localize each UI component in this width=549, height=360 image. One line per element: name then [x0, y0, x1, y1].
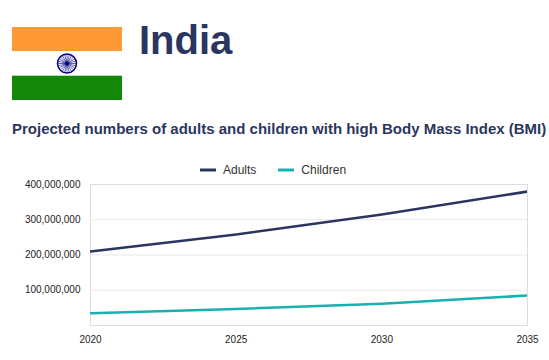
svg-text:400,000,000: 400,000,000 — [25, 179, 81, 190]
svg-text:100,000,000: 100,000,000 — [25, 284, 81, 295]
svg-text:2025: 2025 — [225, 334, 248, 345]
svg-text:2020: 2020 — [79, 334, 102, 345]
svg-text:2035: 2035 — [516, 334, 539, 345]
svg-text:300,000,000: 300,000,000 — [25, 214, 81, 225]
html-text:Projected numbers of adults an: Projected numbers of adults and children… — [12, 120, 547, 137]
svg-text:200,000,000: 200,000,000 — [25, 249, 81, 260]
html-text:Children: Children — [301, 163, 347, 177]
svg-text:2030: 2030 — [371, 334, 394, 345]
html-text:India: India — [139, 18, 233, 62]
html-text:Adults: Adults — [223, 163, 257, 177]
